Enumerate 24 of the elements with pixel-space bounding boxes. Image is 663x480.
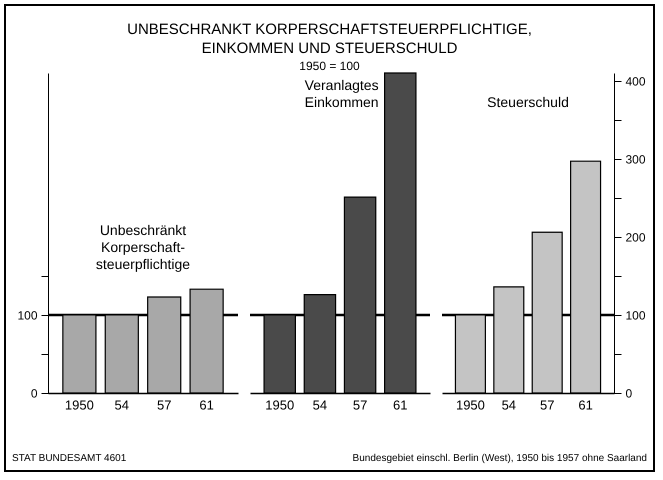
chart-title: UNBESCHRANKT KORPERSCHAFTSTEUERPFLICHTIGE, EINKOMMEN UND STEUERSCHULD [126,20,533,58]
y2-tick-label: 100 [626,308,646,322]
x-tick-label: 54 [114,398,130,412]
x-tick-label: 1950 [64,398,94,412]
text: STAT BUNDESAMT 4601 [12,453,126,464]
x-tick-label: 54 [312,398,328,412]
x-tick-label: 57 [156,398,172,412]
x-tick-label: 1950 [456,398,485,412]
y2-tick-label: 400 [626,74,646,88]
text: Bundesgebiet einschl. Berlin (West), 1950 bis 1957 ohne Saarland [352,453,647,464]
chart-subtitle: 1950 = 100 [298,59,361,73]
text: Steuerschuld [487,94,569,110]
x-tick-label: 1950 [265,398,294,412]
x-tick-label: 54 [502,398,516,412]
x-tick-label: 61 [199,398,214,412]
y2-tick-label: 0 [626,386,632,400]
series-label: Unbeschränkt Korperschaft-steuerpflichtige [96,222,190,272]
x-tick-label: 61 [393,398,408,412]
x-tick-label: 57 [352,398,368,412]
x-tick-label: 61 [578,398,593,412]
y2-tick-label: 200 [626,230,646,244]
series-label: Veranlagtes Einkommen [304,77,379,110]
y2-tick-label: 300 [626,152,646,166]
x-tick-label: 57 [540,398,554,412]
